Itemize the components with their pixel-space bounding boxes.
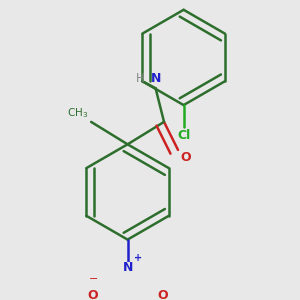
Text: O: O xyxy=(157,289,168,300)
Text: N: N xyxy=(150,73,161,85)
Text: O: O xyxy=(88,289,98,300)
Text: −: − xyxy=(89,274,98,284)
Text: Cl: Cl xyxy=(177,129,190,142)
Text: O: O xyxy=(181,151,191,164)
Text: H: H xyxy=(136,73,144,85)
Text: CH$_3$: CH$_3$ xyxy=(67,107,88,121)
Text: N: N xyxy=(122,261,133,274)
Text: +: + xyxy=(134,253,142,262)
